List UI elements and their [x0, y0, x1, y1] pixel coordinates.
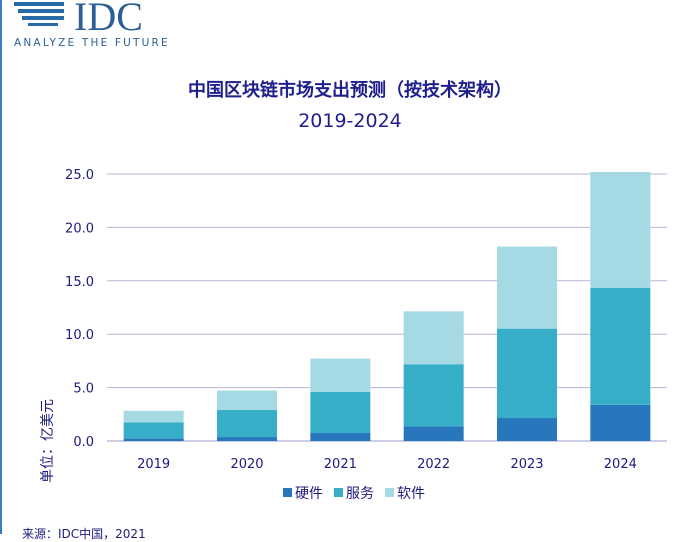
- bar-2022-software: [403, 311, 464, 365]
- bar-2020-hardware: [217, 437, 277, 441]
- legend-swatch: [283, 488, 292, 497]
- x-tick-label: 2020: [230, 457, 263, 472]
- legend: 硬件 服务 软件: [283, 486, 425, 502]
- legend-swatch: [334, 488, 343, 497]
- logo-tagline: ANALYZE THE FUTURE: [14, 37, 170, 49]
- bar-2019-hardware: [123, 438, 184, 441]
- bar-2024-services: [590, 287, 651, 405]
- x-tick-label: 2022: [417, 457, 450, 472]
- chart-subtitle: 2019-2024: [298, 110, 402, 132]
- x-tick-label: 2019: [137, 457, 170, 472]
- bar-2019-software: [123, 410, 184, 423]
- bar-2019-services: [123, 422, 184, 439]
- legend-label: 服务: [346, 486, 374, 502]
- legend-label: 软件: [397, 486, 425, 502]
- y-tick-label: 20.0: [65, 221, 94, 236]
- idc-logo: IDC: [14, 0, 143, 39]
- legend-label: 硬件: [295, 486, 323, 502]
- bar-2023-services: [497, 328, 557, 419]
- y-tick-label: 10.0: [65, 328, 94, 343]
- x-tick-label: 2023: [510, 457, 543, 472]
- bar-2021-services: [310, 391, 371, 433]
- y-axis-label: 单位：亿美元: [40, 399, 56, 483]
- bar-2023-software: [497, 246, 557, 329]
- bar-2024-hardware: [590, 404, 651, 441]
- bar-2020-services: [217, 410, 277, 438]
- chart-title: 中国区块链市场支出预测（按技术架构）: [188, 80, 512, 101]
- x-tick-label: 2021: [324, 457, 357, 472]
- bar-2024-software: [590, 171, 651, 288]
- y-tick-label: 0.0: [73, 435, 94, 450]
- y-tick-label: 15.0: [65, 275, 94, 290]
- legend-swatch: [385, 488, 394, 497]
- bar-2020-software: [217, 390, 277, 411]
- y-tick-label: 25.0: [65, 168, 94, 183]
- left-border: [0, 0, 2, 534]
- bar-2021-software: [310, 358, 371, 392]
- bar-2022-hardware: [403, 426, 464, 441]
- x-tick-label: 2024: [604, 457, 637, 472]
- stacked-bar-chart: 0.0 5.0 10.0 15.0 20.0 25.0 2019 2020 2021 2022 20…: [40, 168, 667, 502]
- logo-brand: IDC: [74, 0, 143, 39]
- bar-2021-hardware: [310, 432, 371, 441]
- bar-2022-services: [403, 364, 464, 427]
- y-tick-label: 5.0: [73, 382, 94, 397]
- bar-2023-hardware: [497, 418, 557, 441]
